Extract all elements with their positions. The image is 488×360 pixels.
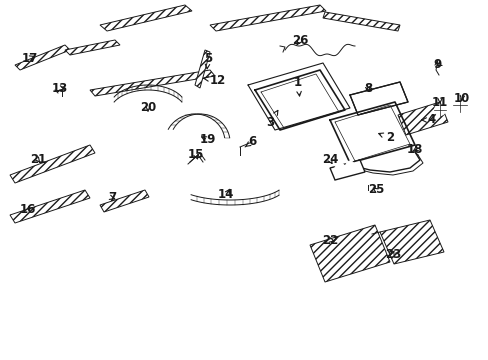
Text: 10: 10 bbox=[453, 91, 469, 104]
Circle shape bbox=[346, 161, 353, 169]
Polygon shape bbox=[10, 145, 95, 183]
Circle shape bbox=[452, 98, 466, 112]
Text: 14: 14 bbox=[217, 189, 234, 202]
Text: 8: 8 bbox=[363, 81, 371, 94]
Text: 20: 20 bbox=[140, 102, 156, 114]
Circle shape bbox=[362, 180, 372, 190]
Polygon shape bbox=[100, 5, 192, 31]
Text: 18: 18 bbox=[406, 144, 422, 157]
Polygon shape bbox=[329, 160, 364, 180]
Text: 12: 12 bbox=[203, 73, 225, 86]
Text: 5: 5 bbox=[203, 51, 212, 69]
Text: 9: 9 bbox=[433, 58, 441, 72]
Polygon shape bbox=[100, 190, 149, 212]
Polygon shape bbox=[65, 40, 120, 55]
Circle shape bbox=[363, 95, 371, 103]
Text: 2: 2 bbox=[378, 131, 393, 144]
Polygon shape bbox=[15, 45, 70, 70]
Text: 21: 21 bbox=[30, 153, 46, 166]
Polygon shape bbox=[397, 102, 447, 135]
Text: 16: 16 bbox=[20, 203, 36, 216]
Text: 26: 26 bbox=[291, 33, 307, 46]
Polygon shape bbox=[90, 70, 215, 96]
Polygon shape bbox=[195, 50, 209, 88]
Text: 7: 7 bbox=[108, 192, 116, 204]
Text: 23: 23 bbox=[384, 248, 400, 261]
Text: 1: 1 bbox=[293, 76, 302, 96]
Text: 15: 15 bbox=[187, 148, 204, 162]
Circle shape bbox=[334, 163, 345, 173]
Polygon shape bbox=[10, 190, 90, 223]
Text: 11: 11 bbox=[431, 95, 447, 108]
Text: 6: 6 bbox=[244, 135, 256, 148]
Text: 4: 4 bbox=[421, 113, 435, 126]
Polygon shape bbox=[379, 220, 443, 264]
Text: 24: 24 bbox=[321, 153, 338, 166]
Text: 19: 19 bbox=[200, 134, 216, 147]
Text: 17: 17 bbox=[22, 51, 38, 64]
Text: 13: 13 bbox=[52, 81, 68, 94]
Polygon shape bbox=[309, 225, 389, 282]
Text: 3: 3 bbox=[265, 111, 277, 130]
Polygon shape bbox=[349, 82, 407, 115]
Circle shape bbox=[434, 104, 445, 116]
Polygon shape bbox=[323, 12, 399, 31]
Text: 22: 22 bbox=[321, 234, 337, 247]
Polygon shape bbox=[209, 5, 325, 31]
Text: 25: 25 bbox=[367, 184, 384, 197]
